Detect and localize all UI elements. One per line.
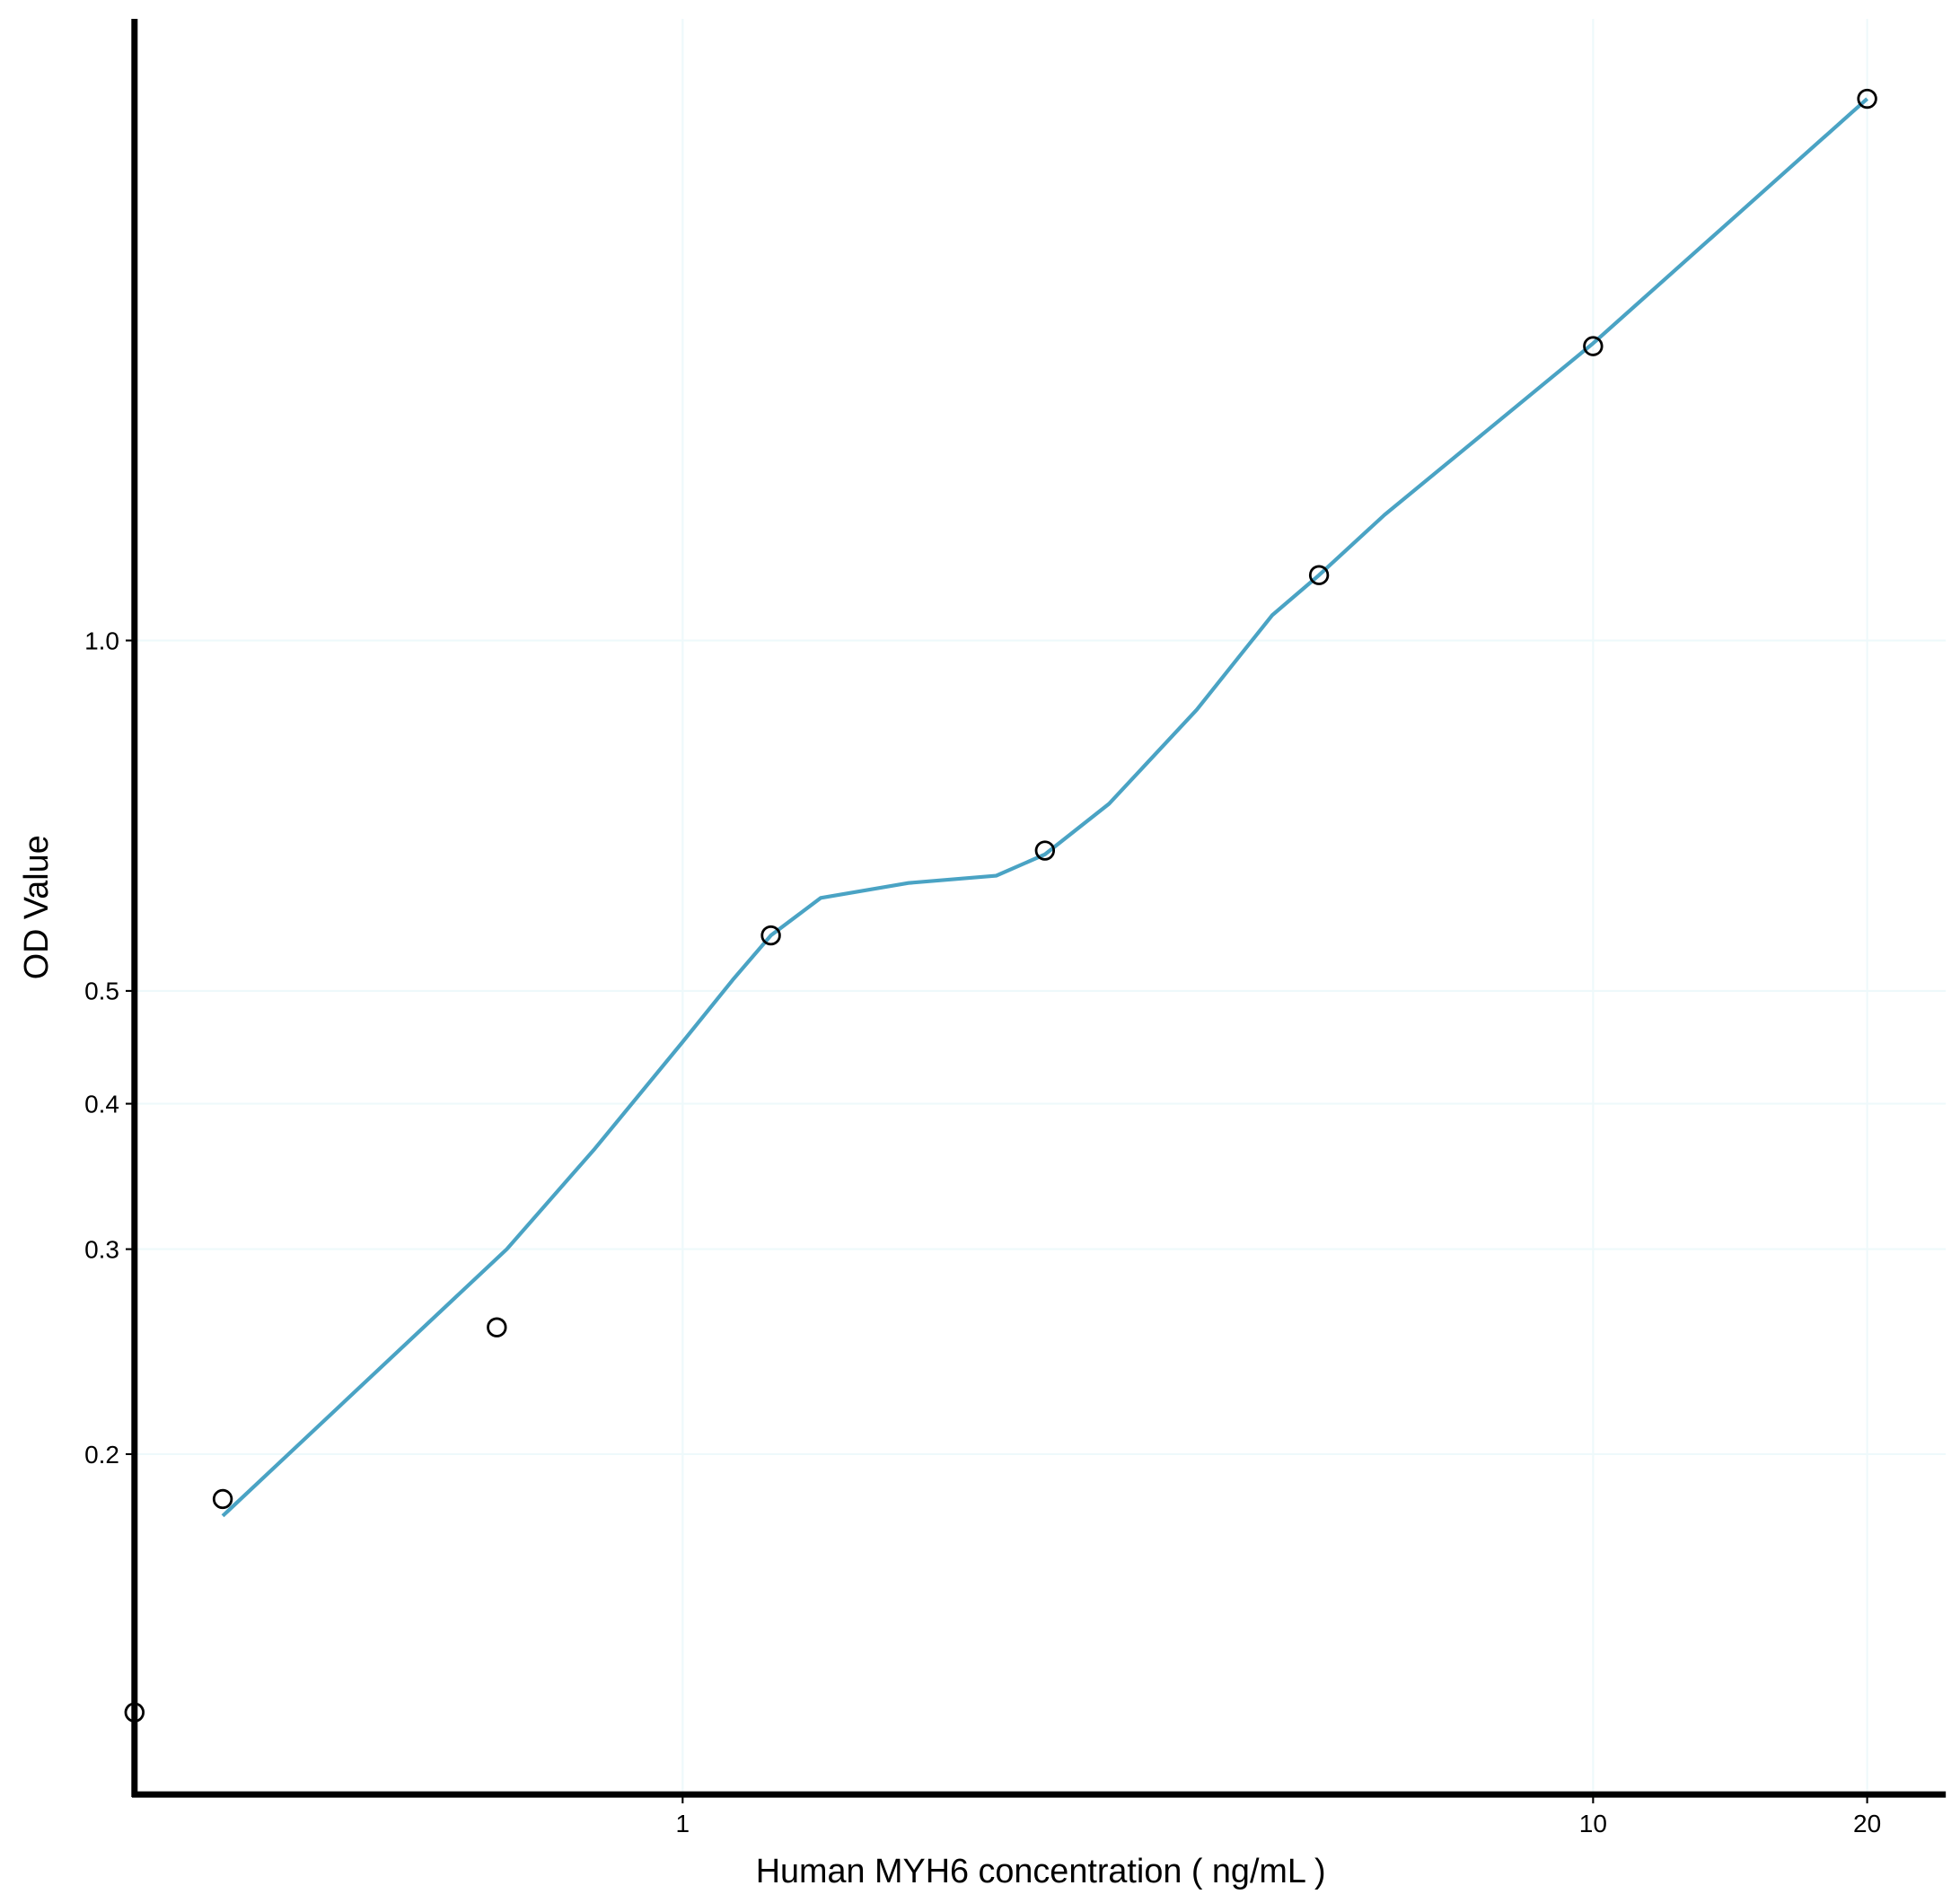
fit-curve	[221, 97, 1869, 1518]
y-tick-label: 0.5	[84, 978, 119, 1005]
x-axis-title: Human MYH6 concentration ( ng/mL )	[756, 1853, 1326, 1890]
y-tick-label: 0.3	[84, 1235, 119, 1263]
data-point	[1857, 88, 1877, 110]
y-tick-label: 1.0	[84, 627, 119, 654]
data-point	[212, 1488, 233, 1510]
data-point	[1308, 565, 1330, 585]
data-point	[124, 1702, 145, 1723]
data-point	[1034, 840, 1056, 861]
data-point	[1583, 336, 1604, 356]
y-tick-label: 0.2	[84, 1441, 119, 1469]
y-axis-title: OD Value	[18, 835, 56, 979]
y-tick-label: 0.4	[84, 1090, 119, 1118]
x-tick-label: 10	[1579, 1810, 1607, 1837]
data-point	[487, 1317, 507, 1337]
x-tick-label: 1	[676, 1810, 690, 1837]
data-point	[760, 925, 781, 946]
x-tick-label: 20	[1853, 1810, 1881, 1837]
